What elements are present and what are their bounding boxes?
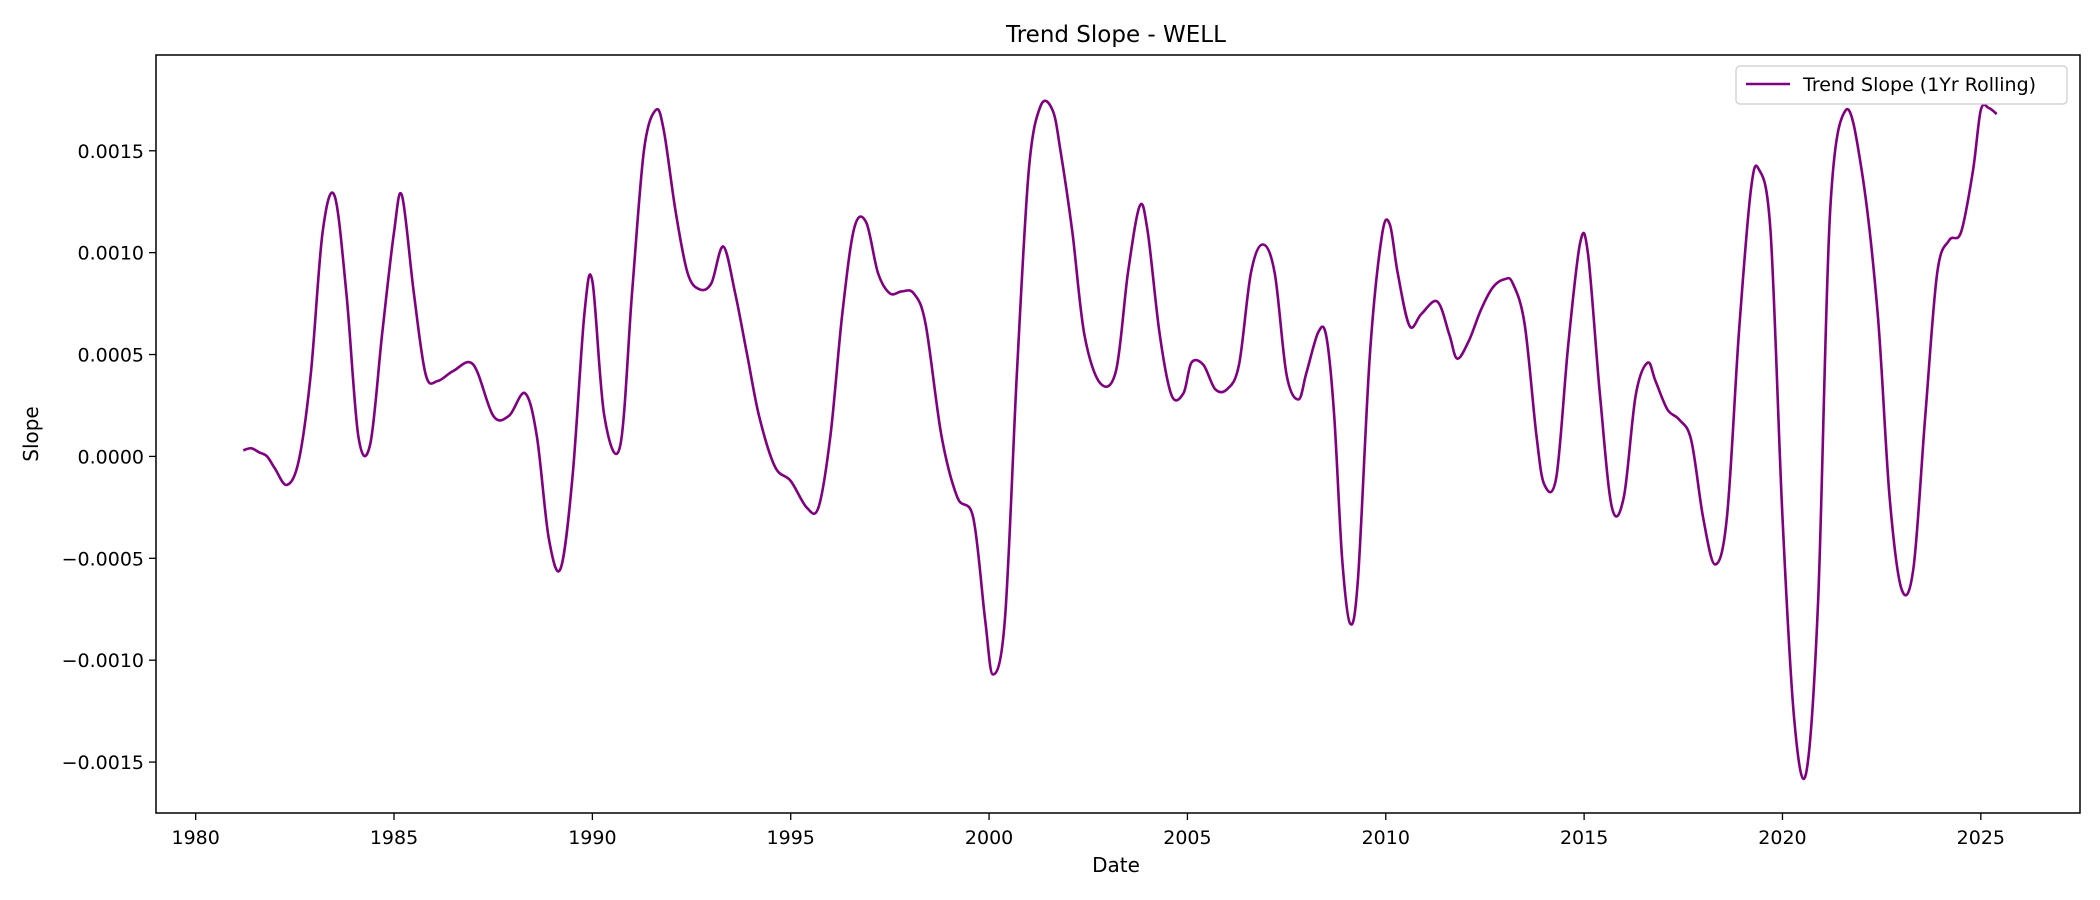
- plot-area-frame: [155, 54, 2081, 814]
- x-tick-label: 1995: [767, 827, 815, 849]
- y-tick-label: 0.0010: [78, 243, 144, 265]
- y-axis-title: Slope: [19, 406, 43, 462]
- y-tick-label: 0.0000: [78, 446, 144, 468]
- x-tick-label: 1990: [568, 827, 616, 849]
- x-tick-label: 2010: [1362, 827, 1410, 849]
- x-tick-label: 2005: [1163, 827, 1211, 849]
- y-tick-label: −0.0010: [62, 650, 144, 672]
- x-axis: 1980 1985 1990 1995 2000 2005 2010 2015 2020 2025: [171, 813, 2005, 849]
- legend-label: Trend Slope (1Yr Rolling): [1802, 74, 2036, 96]
- chart-title: Trend Slope - WELL: [1005, 22, 1226, 48]
- x-tick-label: 2000: [965, 827, 1013, 849]
- x-axis-title: Date: [1092, 853, 1140, 877]
- x-tick-label: 2015: [1560, 827, 1608, 849]
- y-tick-label: 0.0015: [78, 141, 144, 163]
- x-tick-label: 2025: [1957, 827, 2005, 849]
- series-line-trend-slope: [242, 99, 1998, 781]
- legend-box: [1735, 65, 2068, 105]
- y-tick-label: −0.0015: [62, 752, 144, 774]
- y-tick-label: −0.0005: [62, 548, 144, 570]
- x-tick-label: 2020: [1758, 827, 1806, 849]
- legend: Trend Slope (1Yr Rolling): [1735, 65, 2068, 105]
- series-layer: [242, 99, 1998, 781]
- y-tick-label: 0.0005: [78, 345, 144, 367]
- x-tick-label: 1980: [171, 827, 219, 849]
- y-axis: −0.0015 −0.0010 −0.0005 0.0000 0.0005 0.0010 0…: [62, 141, 156, 774]
- x-tick-label: 1985: [370, 827, 418, 849]
